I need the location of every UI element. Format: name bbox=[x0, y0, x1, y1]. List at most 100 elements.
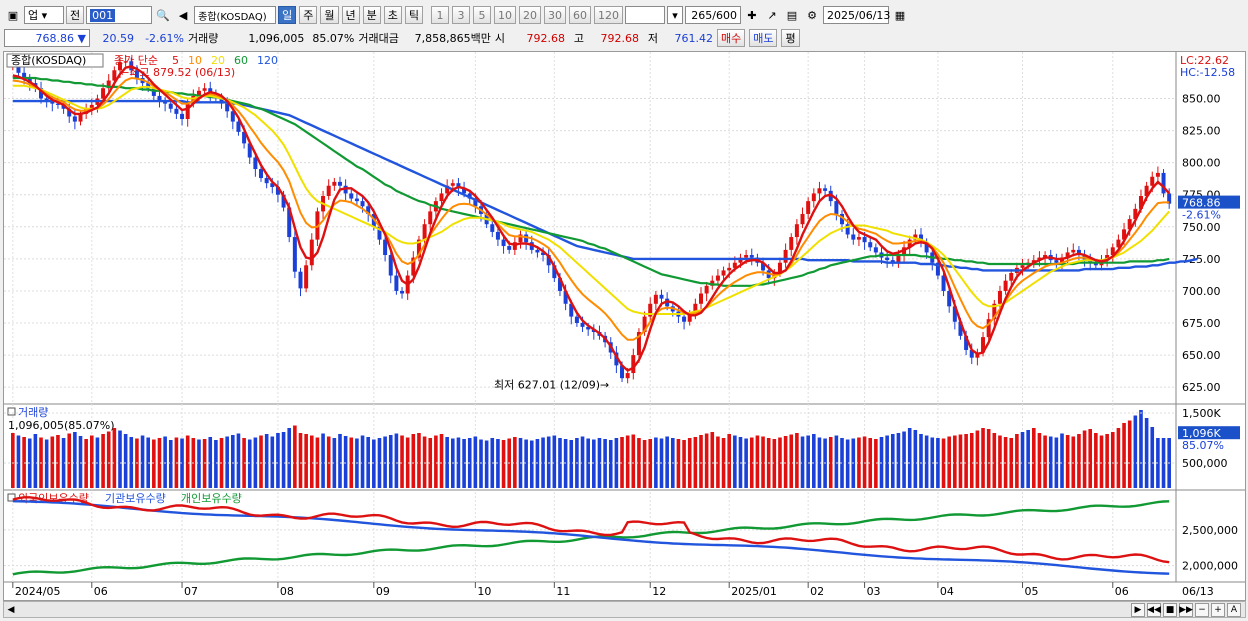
market-label: 업 bbox=[28, 9, 39, 22]
candle-body bbox=[586, 326, 591, 330]
prev-button[interactable]: 전 bbox=[66, 6, 85, 24]
interval-1-button[interactable]: 1 bbox=[431, 6, 449, 24]
period-tick-button[interactable]: 틱 bbox=[404, 6, 423, 24]
candle-body bbox=[1076, 249, 1081, 256]
code-input[interactable]: 001 bbox=[86, 6, 153, 24]
chart-scrollbar[interactable]: ◀ ▶ ◀◀ ■ ▶▶ − + A bbox=[3, 601, 1246, 618]
scroll-track[interactable] bbox=[18, 602, 1131, 617]
date-input[interactable]: 2025/06/13 bbox=[823, 6, 890, 24]
eval-button[interactable]: 평 bbox=[781, 29, 800, 47]
interval-120-button[interactable]: 120 bbox=[594, 6, 623, 24]
candle-body bbox=[208, 88, 213, 94]
interval-30-button[interactable]: 30 bbox=[544, 6, 566, 24]
period-second-button[interactable]: 초 bbox=[383, 6, 402, 24]
sound-icon[interactable]: ◀ bbox=[178, 8, 188, 22]
candle-body bbox=[1088, 260, 1093, 263]
volume-bar bbox=[552, 435, 557, 488]
candle-body bbox=[721, 270, 726, 276]
candle-body bbox=[123, 61, 128, 63]
volume-bar bbox=[1116, 428, 1121, 488]
price-box: 768.86 ▼ bbox=[4, 29, 90, 47]
candle-body bbox=[146, 83, 151, 89]
gear-icon[interactable]: ⚙ bbox=[807, 8, 817, 22]
price-chart-svg[interactable]: 850.00825.00800.00775.00750.00725.00700.… bbox=[4, 52, 1245, 600]
draw-tool-icon[interactable]: ↗ bbox=[767, 8, 777, 22]
period-week-button[interactable]: 주 bbox=[299, 6, 318, 24]
calendar-icon[interactable]: ▦ bbox=[894, 8, 906, 22]
volume-bar bbox=[343, 436, 348, 488]
sell-button[interactable]: 매도 bbox=[749, 29, 778, 47]
buy-button[interactable]: 매수 bbox=[716, 29, 746, 47]
volume-bar bbox=[1161, 438, 1166, 488]
candle-body bbox=[191, 95, 196, 104]
candle-body bbox=[259, 169, 264, 179]
chart-area[interactable]: 850.00 825.00 800.00 775.00 750.00 725.00 700.… bbox=[3, 51, 1246, 601]
candle-body bbox=[490, 224, 495, 232]
rewind-icon[interactable]: ◀◀ bbox=[1147, 602, 1161, 617]
volume-bar bbox=[439, 434, 444, 488]
candle-body bbox=[292, 237, 297, 272]
candle-body bbox=[196, 90, 201, 96]
candle-body bbox=[298, 271, 303, 289]
interval-custom-select[interactable] bbox=[625, 6, 665, 24]
volume-bar bbox=[682, 440, 686, 488]
period-minute-button[interactable]: 분 bbox=[362, 6, 381, 24]
volume-bar bbox=[913, 430, 918, 488]
candle-body bbox=[106, 80, 111, 89]
period-group: 일 주 월 년 분 초 틱 bbox=[278, 6, 423, 24]
candle-body bbox=[997, 290, 1002, 304]
scroll-left-icon[interactable]: ◀ bbox=[7, 604, 15, 615]
period-month-button[interactable]: 월 bbox=[320, 6, 339, 24]
candle-body bbox=[78, 113, 83, 122]
period-day-button[interactable]: 일 bbox=[278, 6, 297, 24]
zoom-out-icon[interactable]: − bbox=[1195, 602, 1209, 617]
dropdown-icon[interactable]: ▾ bbox=[667, 6, 683, 24]
volume-bar bbox=[845, 439, 850, 488]
forward-icon[interactable]: ▶▶ bbox=[1179, 602, 1193, 617]
period-year-button[interactable]: 년 bbox=[341, 6, 360, 24]
volume-bar bbox=[981, 428, 985, 488]
candle-body bbox=[732, 262, 737, 268]
candle-body bbox=[648, 303, 653, 317]
candle-body bbox=[653, 294, 658, 304]
interval-3-button[interactable]: 3 bbox=[452, 6, 470, 24]
date-tick-label: 03 bbox=[867, 585, 881, 598]
candle-body bbox=[287, 207, 292, 238]
crosshair-icon[interactable]: ✚ bbox=[747, 8, 757, 22]
window-icon[interactable]: ▣ bbox=[7, 8, 19, 22]
interval-20-button[interactable]: 20 bbox=[519, 6, 541, 24]
date-tick-label: 2025/01 bbox=[731, 585, 777, 598]
interval-60-button[interactable]: 60 bbox=[569, 6, 591, 24]
candle-body bbox=[913, 234, 918, 240]
volume-bar bbox=[975, 430, 980, 488]
volume-bar bbox=[253, 437, 258, 488]
lc-label: LC:22.62 bbox=[1180, 54, 1229, 67]
volume-bar bbox=[61, 438, 66, 488]
interval-10-button[interactable]: 10 bbox=[494, 6, 516, 24]
search-icon[interactable]: 🔍 bbox=[156, 8, 170, 22]
market-select[interactable]: 업 ▾ bbox=[24, 6, 64, 24]
date-tick-label: 06/13 bbox=[1182, 585, 1214, 598]
save-icon[interactable]: ▤ bbox=[786, 8, 798, 22]
candle-body bbox=[693, 303, 698, 315]
volume-bar bbox=[309, 435, 314, 488]
quote-bar: 768.86 ▼ 20.59 -2.61% 거래량 1,096,005 85.0… bbox=[0, 27, 1248, 49]
volume-bar bbox=[428, 438, 433, 488]
stop-icon[interactable]: ■ bbox=[1163, 602, 1177, 617]
volume-bar bbox=[78, 436, 83, 488]
play-icon[interactable]: ▶ bbox=[1131, 602, 1145, 617]
count-input[interactable]: 265/600 bbox=[685, 6, 741, 24]
volume-bar bbox=[795, 433, 799, 488]
zoom-in-icon[interactable]: + bbox=[1211, 602, 1225, 617]
candle-body bbox=[101, 88, 106, 99]
auto-icon[interactable]: A bbox=[1227, 602, 1241, 617]
volume-bar bbox=[620, 437, 624, 488]
volume-bar bbox=[857, 437, 861, 488]
holdings-tick-label: 2,500,000 bbox=[1182, 524, 1238, 537]
volume-bar bbox=[1037, 433, 1042, 488]
volume-bar bbox=[778, 437, 782, 488]
candle-body bbox=[868, 242, 873, 248]
interval-5-button[interactable]: 5 bbox=[473, 6, 491, 24]
volume-bar bbox=[1026, 430, 1030, 488]
volume-bar bbox=[529, 440, 534, 488]
